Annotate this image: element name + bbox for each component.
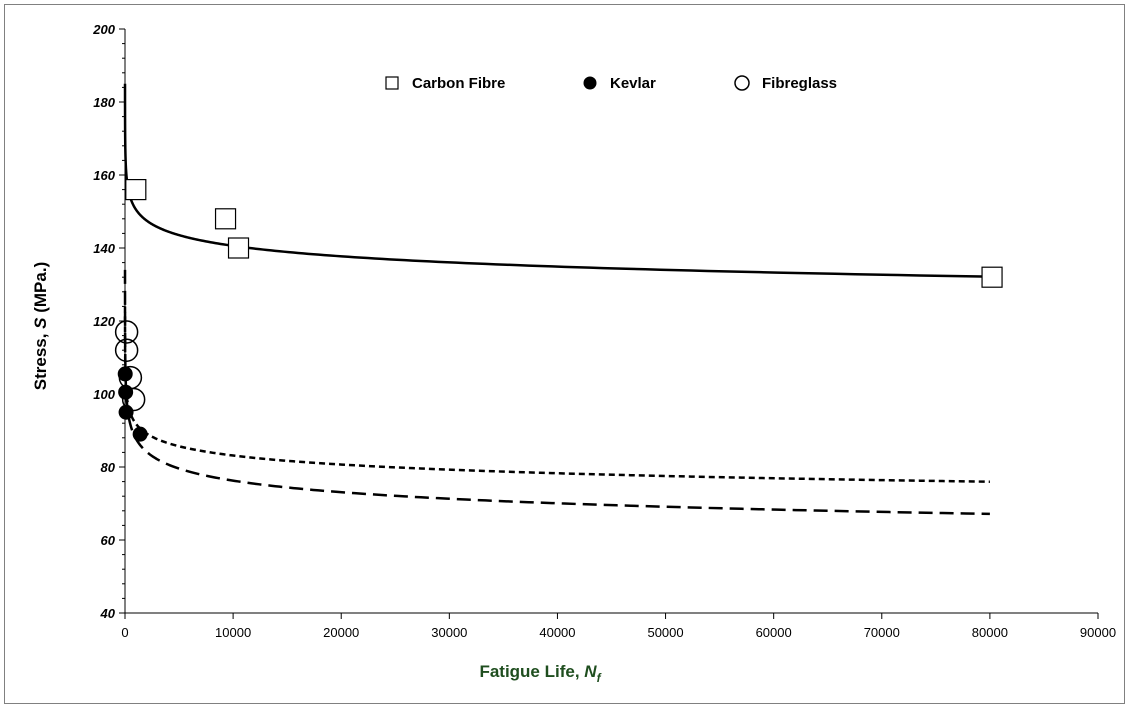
- y-tick-label: 80: [101, 460, 116, 475]
- y-tick-label: 200: [92, 22, 115, 37]
- x-tick-label: 40000: [539, 625, 575, 640]
- legend-label: Carbon Fibre: [412, 75, 505, 92]
- legend-marker-carbon-fibre: [386, 77, 398, 89]
- x-tick-label: 50000: [647, 625, 683, 640]
- data-point-kevlar: [119, 405, 133, 419]
- y-tick-label: 60: [101, 533, 116, 548]
- y-tick-label: 140: [93, 241, 115, 256]
- legend-marker-fibreglass: [735, 76, 749, 90]
- x-axis-title: Fatigue Life, Nf: [479, 662, 601, 685]
- y-tick-label: 100: [93, 387, 115, 402]
- fit-curve-kevlar: [125, 270, 990, 514]
- chart-frame: 40 60 80 100 120 140 160 180 200 0 10000 20000 30000…: [4, 4, 1125, 704]
- x-tick-label: 20000: [323, 625, 359, 640]
- fatigue-chart: 40 60 80 100 120 140 160 180 200 0 10000 20000 30000…: [5, 5, 1126, 705]
- y-tick-label: 120: [93, 314, 115, 329]
- legend: Carbon Fibre Kevlar Fibreglass: [386, 75, 837, 92]
- fit-curve-fibreglass: [125, 306, 990, 481]
- x-tick-label: 0: [121, 625, 128, 640]
- fit-curves: [125, 84, 990, 514]
- data-point-kevlar: [119, 385, 133, 399]
- data-point-kevlar: [133, 427, 147, 441]
- y-axis-title-symbol: S: [31, 317, 50, 329]
- x-axis-title-symbol: N: [584, 662, 597, 681]
- data-point-carbon-fibre: [216, 209, 236, 229]
- data-markers: [116, 180, 1002, 442]
- data-point-carbon-fibre: [126, 180, 146, 200]
- legend-marker-kevlar: [584, 77, 596, 89]
- fit-curve-carbon-fibre: [125, 84, 990, 277]
- x-tick-label: 70000: [864, 625, 900, 640]
- legend-label: Fibreglass: [762, 75, 837, 92]
- y-axis-title-post: (MPa.): [31, 262, 50, 318]
- y-axis-title-pre: Stress,: [31, 329, 50, 390]
- x-tick-label: 80000: [972, 625, 1008, 640]
- legend-label: Kevlar: [610, 75, 656, 92]
- data-point-carbon-fibre: [982, 267, 1002, 287]
- y-tick-label: 160: [93, 168, 115, 183]
- x-tick-label: 30000: [431, 625, 467, 640]
- y-axis-title: Stress, S (MPa.): [31, 262, 50, 391]
- x-axis-title-subscript: f: [597, 671, 602, 685]
- x-tick-label: 90000: [1080, 625, 1116, 640]
- x-tick-label: 10000: [215, 625, 251, 640]
- y-tick-label: 40: [100, 606, 116, 621]
- axes: 40 60 80 100 120 140 160 180 200 0 10000 20000 30000…: [92, 22, 1116, 640]
- x-axis-title-text: Fatigue Life,: [479, 662, 584, 681]
- y-tick-label: 180: [93, 95, 115, 110]
- x-tick-label: 60000: [756, 625, 792, 640]
- data-point-carbon-fibre: [229, 238, 249, 258]
- data-point-kevlar: [118, 367, 132, 381]
